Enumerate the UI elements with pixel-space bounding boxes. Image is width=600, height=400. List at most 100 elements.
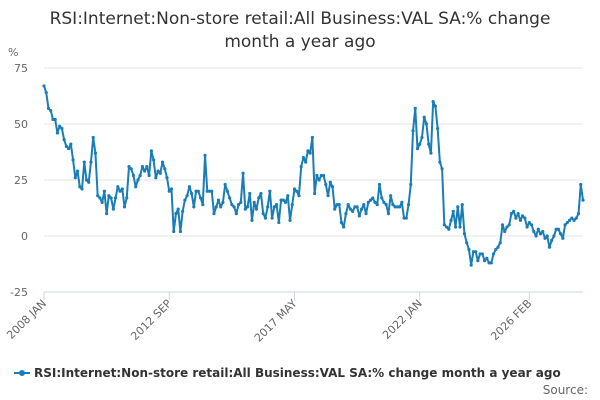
data-point[interactable] — [58, 124, 62, 128]
data-point[interactable] — [73, 176, 77, 180]
data-point[interactable] — [163, 167, 167, 171]
data-point[interactable] — [440, 167, 444, 171]
data-point[interactable] — [96, 194, 100, 198]
data-point[interactable] — [263, 216, 268, 220]
data-point[interactable] — [201, 203, 205, 207]
data-point[interactable] — [290, 203, 294, 207]
data-point[interactable] — [44, 91, 48, 95]
data-point[interactable] — [552, 234, 556, 238]
data-point[interactable] — [306, 149, 310, 153]
data-point[interactable] — [496, 245, 500, 249]
data-point[interactable] — [158, 171, 162, 175]
data-point[interactable] — [357, 214, 361, 218]
data-point[interactable] — [465, 241, 469, 245]
data-point[interactable] — [453, 225, 458, 229]
data-point[interactable] — [268, 189, 272, 193]
data-point[interactable] — [521, 214, 525, 218]
data-point[interactable] — [567, 218, 572, 222]
data-point[interactable] — [109, 196, 113, 200]
data-point[interactable] — [248, 191, 252, 196]
data-point[interactable] — [214, 205, 218, 209]
data-point[interactable] — [102, 189, 106, 193]
data-point[interactable] — [391, 203, 395, 207]
data-point[interactable] — [295, 189, 299, 193]
data-point[interactable] — [458, 225, 462, 229]
data-point[interactable] — [257, 196, 261, 200]
data-point[interactable] — [136, 178, 140, 182]
data-point[interactable] — [116, 185, 120, 189]
data-point[interactable] — [561, 236, 565, 240]
data-point[interactable] — [444, 225, 449, 229]
data-point[interactable] — [351, 209, 355, 213]
data-point[interactable] — [326, 194, 330, 198]
data-point[interactable] — [554, 227, 558, 231]
data-point[interactable] — [429, 151, 433, 155]
data-point[interactable] — [534, 234, 538, 238]
data-point[interactable] — [389, 194, 393, 198]
data-point[interactable] — [129, 167, 133, 171]
data-point[interactable] — [176, 207, 180, 211]
data-point[interactable] — [415, 147, 420, 151]
data-point[interactable] — [431, 100, 435, 104]
data-point[interactable] — [181, 209, 185, 213]
data-point[interactable] — [375, 203, 379, 207]
data-point[interactable] — [321, 173, 326, 178]
data-point[interactable] — [277, 220, 281, 225]
data-point[interactable] — [84, 178, 89, 182]
data-point[interactable] — [169, 187, 174, 191]
data-point[interactable] — [518, 218, 522, 222]
data-point[interactable] — [565, 220, 569, 225]
data-point[interactable] — [301, 156, 306, 160]
data-point[interactable] — [196, 189, 200, 193]
data-point[interactable] — [308, 151, 312, 155]
data-point[interactable] — [281, 198, 285, 202]
data-point[interactable] — [532, 229, 536, 234]
data-point[interactable] — [310, 135, 314, 140]
data-point[interactable] — [127, 164, 131, 169]
data-point[interactable] — [252, 200, 256, 204]
data-point[interactable] — [424, 122, 429, 126]
data-point[interactable] — [505, 225, 509, 229]
data-point[interactable] — [384, 203, 388, 207]
data-point[interactable] — [178, 229, 183, 234]
legend[interactable]: RSI:Internet:Non-store retail:All Busine… — [14, 366, 561, 380]
data-point[interactable] — [451, 209, 455, 213]
data-point[interactable] — [71, 158, 75, 162]
data-point[interactable] — [55, 131, 60, 135]
data-point[interactable] — [328, 180, 332, 184]
data-point[interactable] — [185, 194, 189, 198]
data-point[interactable] — [342, 225, 346, 229]
data-point[interactable] — [538, 232, 543, 236]
data-point[interactable] — [49, 108, 53, 113]
data-point[interactable] — [382, 200, 386, 204]
data-point[interactable] — [111, 207, 115, 211]
data-point[interactable] — [232, 205, 236, 209]
data-point[interactable] — [393, 205, 397, 209]
data-point[interactable] — [406, 203, 411, 207]
data-point[interactable] — [543, 236, 547, 240]
data-point[interactable] — [427, 142, 431, 146]
data-point[interactable] — [190, 191, 194, 196]
data-point[interactable] — [355, 205, 359, 209]
data-point[interactable] — [422, 115, 426, 119]
data-point[interactable] — [574, 216, 578, 220]
data-point[interactable] — [122, 205, 127, 209]
data-point[interactable] — [315, 173, 319, 178]
data-point[interactable] — [100, 200, 104, 204]
data-point[interactable] — [460, 203, 464, 207]
data-point[interactable] — [67, 147, 71, 151]
data-point[interactable] — [482, 259, 487, 263]
data-point[interactable] — [420, 135, 424, 140]
data-point[interactable] — [78, 185, 82, 189]
data-point[interactable] — [131, 173, 136, 178]
data-point[interactable] — [172, 229, 176, 234]
data-point[interactable] — [203, 153, 207, 157]
data-point[interactable] — [462, 232, 467, 236]
data-point[interactable] — [366, 200, 370, 204]
data-point[interactable] — [147, 173, 151, 178]
data-point[interactable] — [359, 207, 364, 211]
data-point[interactable] — [380, 196, 384, 200]
data-point[interactable] — [527, 220, 531, 225]
data-point[interactable] — [283, 200, 288, 204]
data-point[interactable] — [512, 209, 516, 213]
